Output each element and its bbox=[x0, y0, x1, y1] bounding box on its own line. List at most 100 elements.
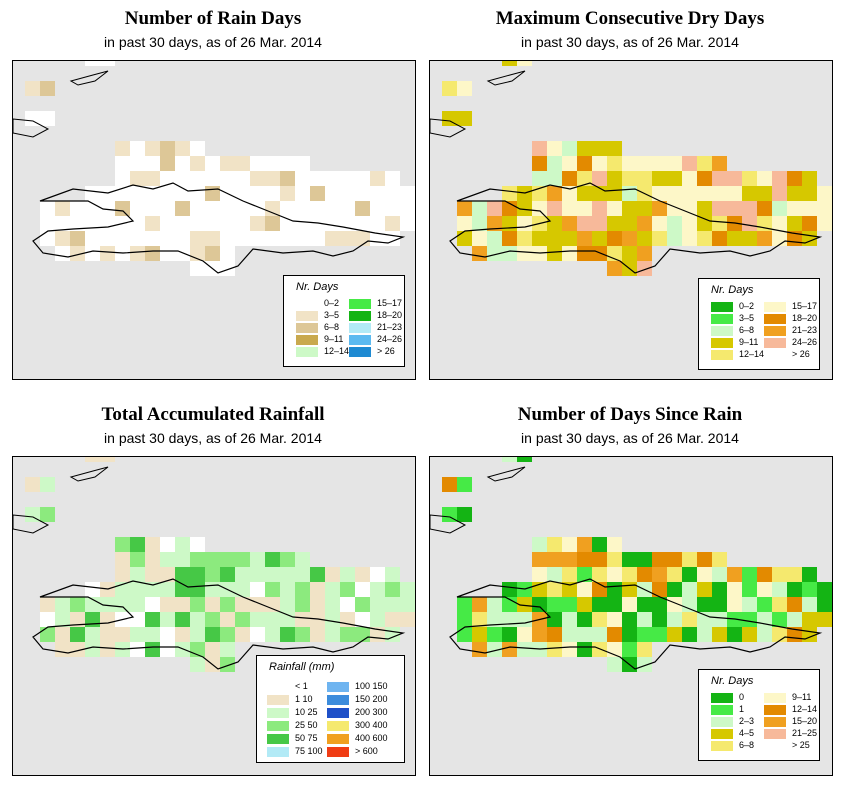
legend-swatch bbox=[296, 334, 318, 345]
grid-cell bbox=[85, 246, 100, 261]
grid-cell bbox=[205, 642, 220, 657]
grid-cell bbox=[622, 156, 637, 171]
grid-cell bbox=[742, 171, 757, 186]
grid-cell bbox=[592, 612, 607, 627]
legend-rainfall: Rainfall (mm) < 1 1 10 10 25 25 50 50 75 75 1… bbox=[256, 655, 405, 763]
grid-cell bbox=[547, 216, 562, 231]
grid-cell bbox=[400, 582, 415, 597]
legend-item: 0–2 bbox=[711, 301, 754, 312]
grid-cell bbox=[622, 597, 637, 612]
grid-cell bbox=[562, 246, 577, 261]
legend-label: > 600 bbox=[355, 746, 378, 756]
grid-cell bbox=[592, 246, 607, 261]
grid-cell bbox=[295, 567, 310, 582]
grid-cell bbox=[592, 231, 607, 246]
legend-swatch bbox=[296, 298, 318, 309]
grid-cell bbox=[637, 567, 652, 582]
legend-swatch bbox=[764, 740, 786, 751]
grid-cell bbox=[265, 156, 280, 171]
grid-cell bbox=[817, 582, 832, 597]
grid-cell bbox=[577, 231, 592, 246]
grid-cell bbox=[130, 231, 145, 246]
grid-cell bbox=[727, 567, 742, 582]
grid-cell bbox=[70, 246, 85, 261]
legend-swatch bbox=[349, 346, 371, 357]
grid-cell bbox=[400, 612, 415, 627]
island-outline bbox=[430, 70, 526, 138]
grid-cell bbox=[817, 201, 832, 216]
grid-cell bbox=[697, 567, 712, 582]
grid-cell bbox=[295, 597, 310, 612]
grid-cell bbox=[325, 627, 340, 642]
legend-label: 6–8 bbox=[739, 325, 755, 335]
grid-cell bbox=[235, 612, 250, 627]
grid-cell bbox=[772, 597, 787, 612]
grid-cell bbox=[622, 216, 637, 231]
grid-cell bbox=[40, 477, 55, 492]
coastline bbox=[32, 182, 406, 274]
grid-cell bbox=[592, 597, 607, 612]
grid-cell bbox=[220, 597, 235, 612]
grid-cell bbox=[682, 186, 697, 201]
grid-cell bbox=[205, 231, 220, 246]
grid-cell bbox=[757, 186, 772, 201]
grid-cell bbox=[400, 597, 415, 612]
grid-cell bbox=[652, 612, 667, 627]
grid-cell bbox=[145, 231, 160, 246]
grid-cell bbox=[472, 231, 487, 246]
grid-cell bbox=[742, 201, 757, 216]
grid-cell bbox=[385, 186, 400, 201]
grid-cell bbox=[115, 597, 130, 612]
grid-cell bbox=[772, 582, 787, 597]
grid-cell bbox=[205, 171, 220, 186]
legend-item: > 26 bbox=[764, 349, 810, 360]
legend-item: 25 50 bbox=[267, 720, 318, 731]
legend-item: 9–11 bbox=[296, 334, 343, 345]
grid-cell bbox=[385, 582, 400, 597]
grid-cell bbox=[457, 111, 472, 126]
legend-label: 24–26 bbox=[792, 337, 818, 347]
grid-cell bbox=[400, 201, 415, 216]
legend-item: 9–11 bbox=[764, 692, 811, 703]
legend-label: 4–5 bbox=[739, 728, 755, 738]
grid-cell bbox=[130, 156, 145, 171]
grid-cell bbox=[562, 567, 577, 582]
legend-label: 100 150 bbox=[355, 681, 388, 691]
grid-cell bbox=[772, 231, 787, 246]
grid-cell bbox=[355, 567, 370, 582]
grid-cell bbox=[772, 612, 787, 627]
grid-cell bbox=[385, 612, 400, 627]
grid-cell bbox=[517, 201, 532, 216]
grid-cell bbox=[577, 201, 592, 216]
grid-cell bbox=[532, 156, 547, 171]
grid-cell bbox=[697, 186, 712, 201]
grid-cell bbox=[607, 201, 622, 216]
grid-cell bbox=[592, 642, 607, 657]
grid-cell bbox=[175, 552, 190, 567]
grid-cell bbox=[280, 186, 295, 201]
grid-cell bbox=[130, 597, 145, 612]
grid-cell bbox=[340, 201, 355, 216]
grid-cell bbox=[235, 627, 250, 642]
grid-cell bbox=[787, 582, 802, 597]
grid-cell bbox=[160, 537, 175, 552]
grid-cell bbox=[55, 231, 70, 246]
grid-cell bbox=[817, 597, 832, 612]
legend-swatch bbox=[349, 310, 371, 321]
grid-cell bbox=[697, 582, 712, 597]
panel-title: Number of Rain Days bbox=[124, 8, 302, 29]
grid-cell bbox=[205, 246, 220, 261]
grid-cell bbox=[502, 582, 517, 597]
grid-cell bbox=[502, 246, 517, 261]
grid-cell bbox=[295, 186, 310, 201]
grid-cell bbox=[85, 582, 100, 597]
grid-cell bbox=[220, 231, 235, 246]
grid-cell bbox=[487, 216, 502, 231]
grid-cell bbox=[205, 186, 220, 201]
grid-cell bbox=[757, 597, 772, 612]
grid-cell bbox=[265, 597, 280, 612]
grid-cell bbox=[265, 171, 280, 186]
grid-cell bbox=[667, 231, 682, 246]
grid-cell bbox=[547, 537, 562, 552]
grid-cell bbox=[472, 246, 487, 261]
